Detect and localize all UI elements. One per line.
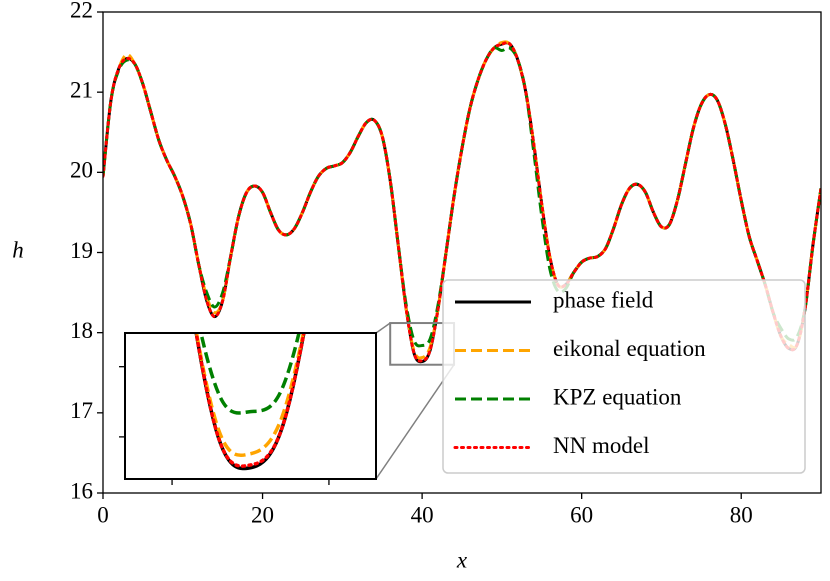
- legend-label: NN model: [553, 433, 649, 458]
- y-tick-label: 21: [70, 77, 93, 102]
- inset-background: [125, 333, 376, 479]
- x-tick-label: 80: [730, 502, 753, 527]
- x-tick-label: 60: [570, 502, 593, 527]
- y-tick-label: 17: [70, 398, 93, 423]
- series-line: [103, 41, 821, 363]
- y-tick-label: 19: [70, 238, 93, 263]
- plot-area: [103, 40, 821, 364]
- legend-box: [442, 279, 806, 474]
- zoom-connector: [375, 364, 455, 480]
- legend-label: eikonal equation: [553, 336, 706, 361]
- y-tick-label: 16: [70, 478, 93, 503]
- legend-label: KPZ equation: [553, 384, 682, 409]
- x-tick-label: 0: [97, 502, 109, 527]
- y-tick-label: 22: [70, 0, 93, 22]
- legend-label: phase field: [553, 287, 654, 312]
- y-axis-label: h: [12, 237, 24, 262]
- y-tick-label: 20: [70, 158, 93, 183]
- y-tick-label: 18: [70, 318, 93, 343]
- zoom-connector: [375, 322, 391, 334]
- inset-frame: [124, 332, 377, 480]
- x-tick-label: 20: [251, 502, 274, 527]
- x-axis-label: x: [456, 547, 468, 572]
- x-tick-label: 40: [411, 502, 434, 527]
